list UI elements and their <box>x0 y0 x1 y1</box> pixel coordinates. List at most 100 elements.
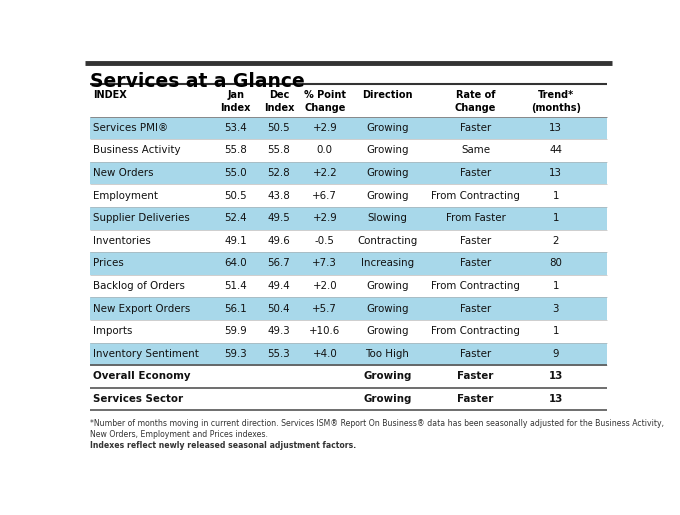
Text: 0.0: 0.0 <box>317 145 333 156</box>
Text: 55.0: 55.0 <box>224 168 247 178</box>
Text: Faster: Faster <box>458 394 494 404</box>
Text: Faster: Faster <box>460 304 491 314</box>
Text: 9: 9 <box>553 349 559 359</box>
Text: Growing: Growing <box>363 371 411 382</box>
Bar <box>90 162 607 184</box>
Text: Services PMI®: Services PMI® <box>93 123 168 133</box>
Text: Growing: Growing <box>366 145 409 156</box>
Text: From Contracting: From Contracting <box>431 281 520 291</box>
Text: From Faster: From Faster <box>445 213 505 223</box>
Text: 52.8: 52.8 <box>268 168 290 178</box>
Text: 59.3: 59.3 <box>224 349 247 359</box>
Bar <box>90 297 607 320</box>
Text: Growing: Growing <box>366 304 409 314</box>
Text: 13: 13 <box>549 123 562 133</box>
Text: Prices: Prices <box>93 259 124 268</box>
Text: Growing: Growing <box>366 168 409 178</box>
Text: 1: 1 <box>553 213 559 223</box>
Text: Business Activity: Business Activity <box>93 145 180 156</box>
Text: 53.4: 53.4 <box>224 123 247 133</box>
Text: 55.8: 55.8 <box>224 145 247 156</box>
Text: 59.9: 59.9 <box>224 327 247 336</box>
Text: 51.4: 51.4 <box>224 281 247 291</box>
Text: New Export Orders: New Export Orders <box>93 304 190 314</box>
Text: +7.3: +7.3 <box>312 259 337 268</box>
Text: 49.5: 49.5 <box>267 213 290 223</box>
Text: 1: 1 <box>553 281 559 291</box>
Text: 43.8: 43.8 <box>267 191 290 201</box>
Text: 50.5: 50.5 <box>268 123 290 133</box>
Text: Growing: Growing <box>366 123 409 133</box>
Text: Overall Economy: Overall Economy <box>93 371 190 382</box>
Text: INDEX: INDEX <box>93 90 126 100</box>
Text: Indexes reflect newly released seasonal adjustment factors.: Indexes reflect newly released seasonal … <box>90 441 356 450</box>
Bar <box>90 252 607 274</box>
Text: Faster: Faster <box>460 123 491 133</box>
Text: 55.3: 55.3 <box>267 349 290 359</box>
Text: Services at a Glance: Services at a Glance <box>90 72 305 91</box>
Text: Employment: Employment <box>93 191 158 201</box>
Text: Faster: Faster <box>458 371 494 382</box>
Text: +2.0: +2.0 <box>313 281 337 291</box>
Text: 13: 13 <box>549 371 563 382</box>
Text: 1: 1 <box>553 191 559 201</box>
Text: 49.4: 49.4 <box>267 281 290 291</box>
Text: Services Sector: Services Sector <box>93 394 183 404</box>
Text: New Orders: New Orders <box>93 168 154 178</box>
Text: 1: 1 <box>553 327 559 336</box>
Text: 55.8: 55.8 <box>267 145 290 156</box>
Text: Supplier Deliveries: Supplier Deliveries <box>93 213 190 223</box>
Text: 50.4: 50.4 <box>268 304 290 314</box>
Text: Growing: Growing <box>366 191 409 201</box>
Text: 13: 13 <box>549 394 563 404</box>
Text: +2.9: +2.9 <box>312 213 337 223</box>
Text: Jan
Index: Jan Index <box>220 90 251 113</box>
Text: Dec
Index: Dec Index <box>264 90 294 113</box>
Text: Backlog of Orders: Backlog of Orders <box>93 281 185 291</box>
Text: +5.7: +5.7 <box>312 304 337 314</box>
Text: +6.7: +6.7 <box>312 191 337 201</box>
Text: From Contracting: From Contracting <box>431 191 520 201</box>
Text: Faster: Faster <box>460 236 491 246</box>
Text: Growing: Growing <box>363 394 411 404</box>
Text: Growing: Growing <box>366 327 409 336</box>
Text: Trend*
(months): Trend* (months) <box>531 90 581 113</box>
Text: Direction: Direction <box>362 90 413 100</box>
Text: 49.1: 49.1 <box>224 236 247 246</box>
Bar <box>90 342 607 365</box>
Text: Contracting: Contracting <box>357 236 418 246</box>
Text: Increasing: Increasing <box>360 259 414 268</box>
Text: +10.6: +10.6 <box>309 327 341 336</box>
Text: 56.1: 56.1 <box>224 304 247 314</box>
Text: Growing: Growing <box>366 281 409 291</box>
Bar <box>90 207 607 230</box>
Bar <box>90 116 607 139</box>
Text: 49.6: 49.6 <box>267 236 290 246</box>
Text: +2.9: +2.9 <box>312 123 337 133</box>
Text: 52.4: 52.4 <box>224 213 247 223</box>
Text: 64.0: 64.0 <box>224 259 247 268</box>
Text: From Contracting: From Contracting <box>431 327 520 336</box>
Text: +2.2: +2.2 <box>313 168 337 178</box>
Text: 2: 2 <box>553 236 559 246</box>
Text: New Orders, Employment and Prices indexes.: New Orders, Employment and Prices indexe… <box>90 430 269 439</box>
Text: 50.5: 50.5 <box>224 191 247 201</box>
Text: +4.0: +4.0 <box>312 349 337 359</box>
Text: Too High: Too High <box>365 349 409 359</box>
Text: Faster: Faster <box>460 349 491 359</box>
Text: Slowing: Slowing <box>367 213 407 223</box>
Text: *Number of months moving in current direction. Services ISM® Report On Business®: *Number of months moving in current dire… <box>90 419 664 428</box>
Text: Imports: Imports <box>93 327 133 336</box>
Text: 44: 44 <box>549 145 562 156</box>
Text: -0.5: -0.5 <box>315 236 335 246</box>
Text: 13: 13 <box>549 168 562 178</box>
Text: Inventory Sentiment: Inventory Sentiment <box>93 349 199 359</box>
Text: % Point
Change: % Point Change <box>304 90 346 113</box>
Text: Inventories: Inventories <box>93 236 151 246</box>
Text: 80: 80 <box>549 259 562 268</box>
Text: Rate of
Change: Rate of Change <box>455 90 496 113</box>
Text: 49.3: 49.3 <box>267 327 290 336</box>
Text: 3: 3 <box>553 304 559 314</box>
Text: Same: Same <box>461 145 490 156</box>
Text: 56.7: 56.7 <box>267 259 290 268</box>
